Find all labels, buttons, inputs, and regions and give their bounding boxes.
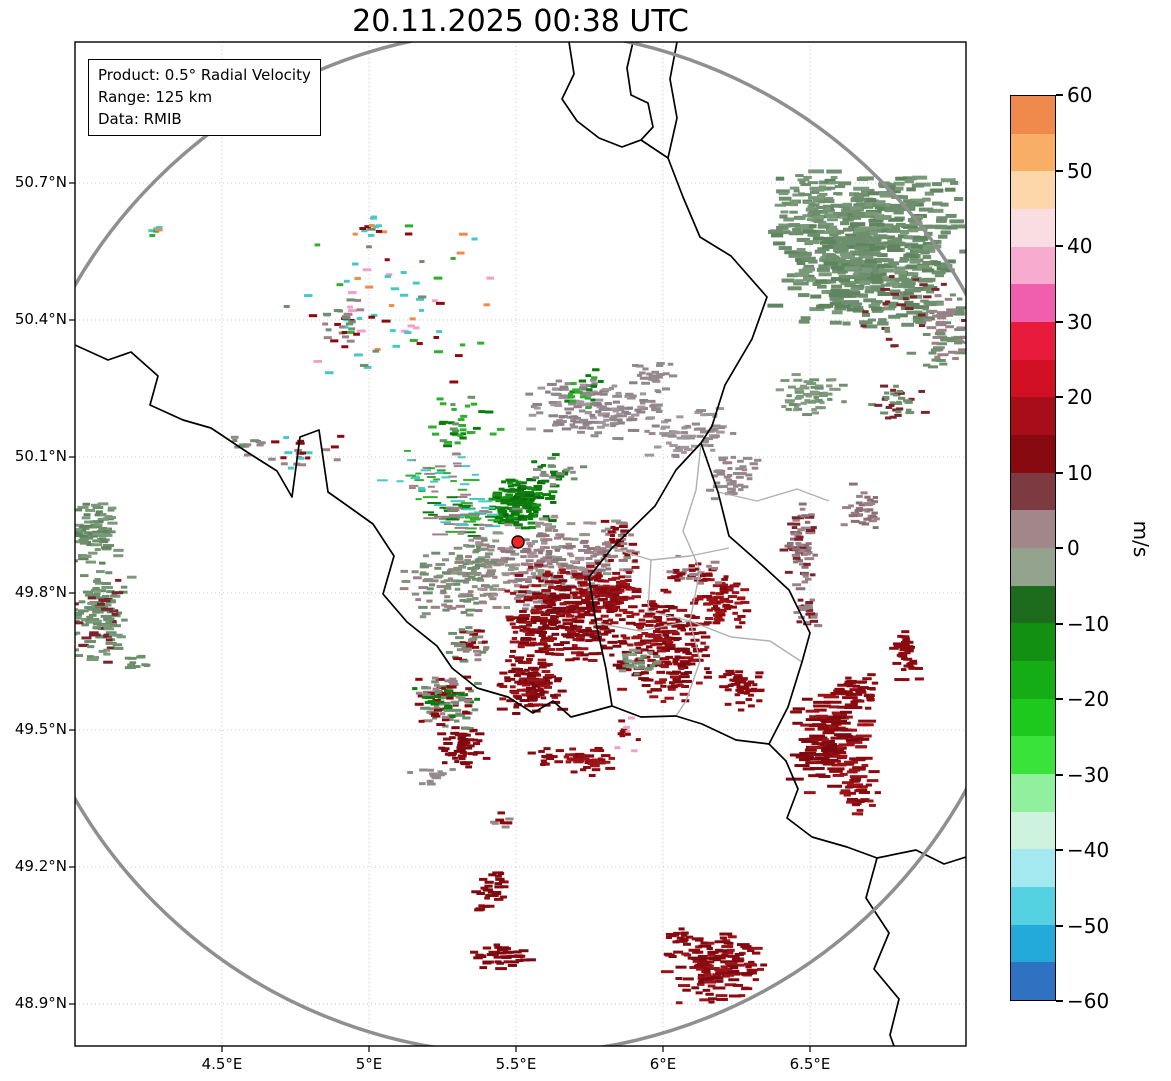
colorbar-segment (1011, 284, 1055, 323)
x-tick-label: 5°E (355, 1055, 383, 1073)
colorbar-tick-label: 40 (1067, 234, 1093, 258)
colorbar-segment (1011, 962, 1055, 1001)
colorbar-tick-label: 20 (1067, 385, 1093, 409)
colorbar-tick (1056, 245, 1063, 247)
gridlines-layer (75, 42, 966, 1046)
colorbar-tick-label: 50 (1067, 158, 1093, 183)
colorbar-tick-label: 10 (1067, 460, 1093, 485)
colorbar-segment (1011, 698, 1055, 737)
colorbar-segment (1011, 585, 1055, 624)
colorbar-tick (1056, 698, 1063, 700)
radar-echo-layer (75, 169, 966, 1005)
colorbar-tick-label: 30 (1067, 309, 1093, 334)
colorbar-tick (1056, 924, 1063, 927)
colorbar-segment (1011, 359, 1055, 398)
y-tick-label: 49.2°N (14, 857, 67, 875)
country-border (588, 442, 811, 745)
province-border (611, 547, 730, 561)
product-info-box: Product: 0.5° Radial Velocity Range: 125… (88, 59, 321, 137)
colorbar-segment (1011, 171, 1055, 210)
colorbar-tick (1056, 169, 1063, 172)
data-source-line: Data: RMIB (98, 109, 182, 128)
colorbar-tick-label: 60 (1067, 83, 1093, 107)
province-border (675, 442, 702, 717)
colorbar-tick-label: −50 (1067, 913, 1110, 938)
country-border (667, 157, 768, 444)
y-tick-label: 49.5°N (14, 720, 67, 738)
country-border (561, 42, 654, 148)
colorbar-tick (1056, 622, 1063, 625)
colorbar-unit-label: m/s (1129, 520, 1153, 558)
x-tick-label: 4.5°E (201, 1055, 243, 1073)
colorbar-segment (1011, 548, 1055, 586)
colorbar-tick (1056, 471, 1063, 474)
colorbar (1010, 95, 1056, 1001)
colorbar-segment (1011, 811, 1055, 850)
product-info-line: Product: 0.5° Radial Velocity (98, 66, 311, 84)
axis-ticks-layer (69, 182, 811, 1052)
range-ring-layer (75, 42, 966, 1046)
figure-title: 20.11.2025 00:38 UTC (352, 4, 689, 39)
colorbar-segment (1011, 661, 1055, 699)
x-tick-label: 6.5°E (789, 1055, 831, 1073)
radar-site-dot (511, 535, 525, 549)
x-tick-label: 5.5°E (495, 1055, 537, 1073)
colorbar-tick (1056, 94, 1063, 96)
province-border (689, 620, 803, 663)
colorbar-segment (1011, 510, 1055, 549)
colorbar-tick-label: 0 (1067, 536, 1080, 560)
province-border (595, 620, 691, 632)
y-tick-label: 49.8°N (14, 583, 67, 601)
colorbar-segment (1011, 133, 1055, 172)
country-border (75, 344, 613, 718)
colorbar-segment (1011, 397, 1055, 436)
range-info-line: Range: 125 km (98, 87, 213, 106)
plot-frame (74, 41, 967, 1047)
y-tick-label: 50.1°N (14, 447, 67, 465)
colorbar-tick (1056, 1000, 1063, 1002)
country-border (865, 857, 900, 1046)
colorbar-tick-label: −40 (1067, 838, 1110, 862)
colorbar-segment (1011, 623, 1055, 662)
y-tick-label: 48.9°N (14, 994, 67, 1012)
colorbar-tick-label: −30 (1067, 762, 1110, 787)
colorbar-tick (1056, 773, 1063, 776)
province-border (647, 559, 691, 622)
colorbar-segment (1011, 96, 1055, 134)
colorbar-tick (1056, 320, 1063, 323)
y-tick-label: 50.4°N (14, 310, 67, 328)
colorbar-segment (1011, 246, 1055, 285)
colorbar-tick-label: −20 (1067, 687, 1110, 711)
colorbar-segment (1011, 472, 1055, 511)
colorbar-tick (1056, 547, 1063, 549)
colorbar-segment (1011, 435, 1055, 473)
x-tick-label: 6°E (649, 1055, 677, 1073)
colorbar-segment (1011, 887, 1055, 925)
colorbar-segment (1011, 322, 1055, 360)
country-borders-layer (75, 42, 966, 1046)
colorbar-segment (1011, 924, 1055, 963)
colorbar-tick-label: −10 (1067, 611, 1110, 636)
province-borders-layer (595, 442, 830, 717)
colorbar-tick (1056, 849, 1063, 851)
y-tick-label: 50.7°N (14, 173, 67, 191)
colorbar-segment (1011, 774, 1055, 812)
colorbar-tick (1056, 396, 1063, 398)
colorbar-segment (1011, 209, 1055, 247)
country-border (768, 743, 966, 865)
colorbar-segment (1011, 736, 1055, 775)
colorbar-tick-label: −60 (1067, 989, 1110, 1013)
colorbar-segment (1011, 849, 1055, 888)
province-border (717, 488, 830, 502)
country-border (640, 42, 678, 159)
